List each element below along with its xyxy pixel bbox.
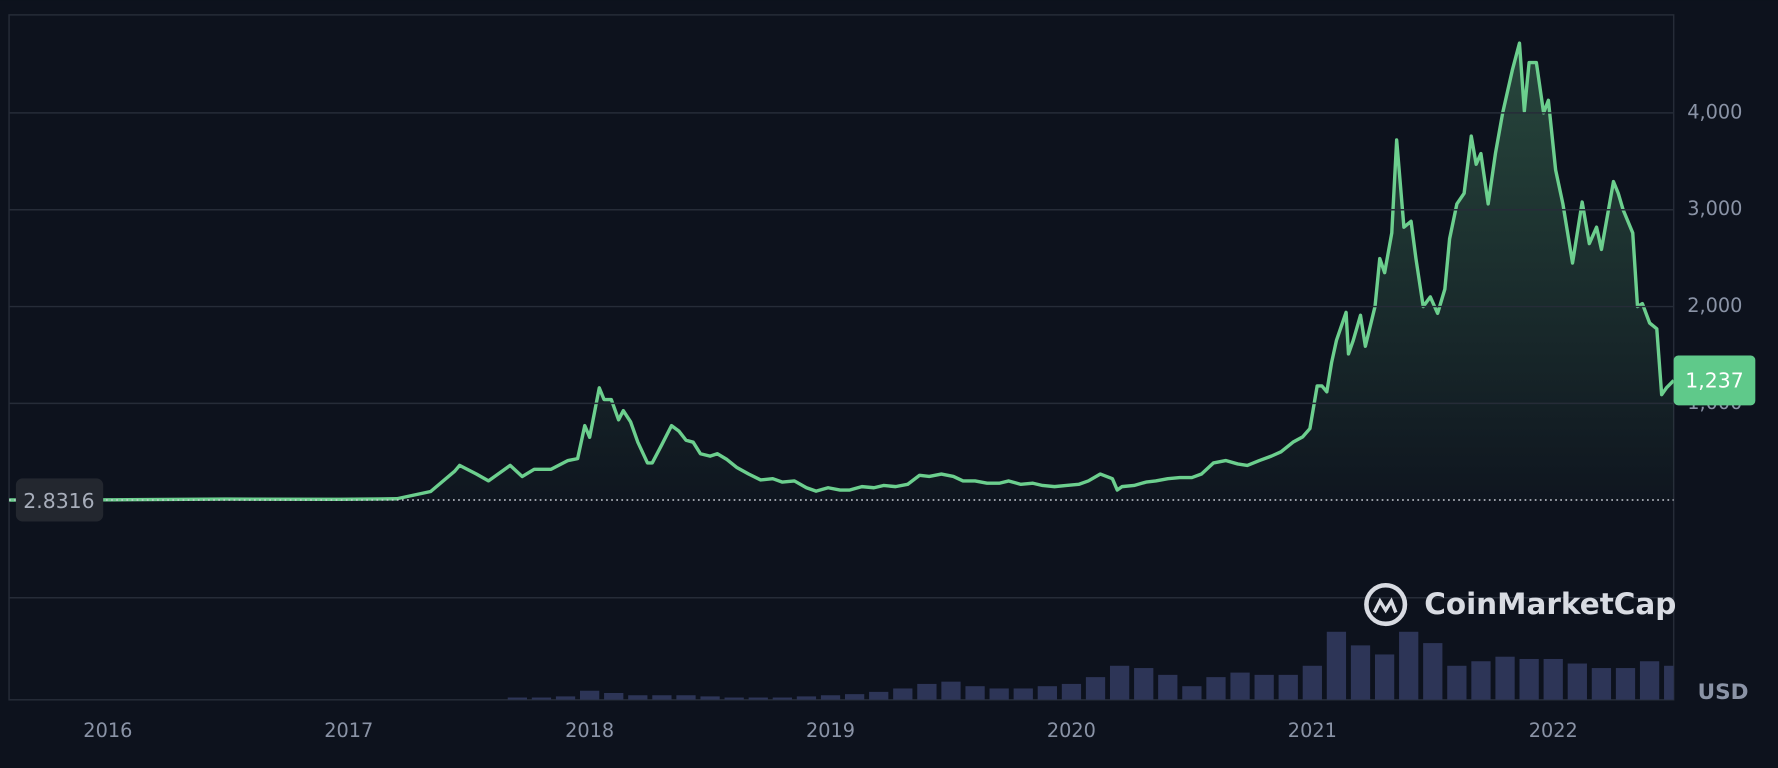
volume-bar bbox=[1374, 654, 1395, 700]
price-line bbox=[9, 41, 1674, 502]
y-tick-label: 3,000 bbox=[1687, 197, 1742, 220]
x-tick-label: 2022 bbox=[1529, 719, 1578, 742]
volume-bar bbox=[820, 695, 841, 700]
volume-bar bbox=[1109, 665, 1130, 700]
volume-bar bbox=[1085, 677, 1106, 700]
volume-bar bbox=[941, 681, 961, 700]
start-price-badge bbox=[15, 478, 104, 522]
volume-bar bbox=[1302, 665, 1322, 700]
volume-bar bbox=[604, 692, 624, 700]
volume-bar bbox=[772, 697, 792, 700]
price-layer bbox=[9, 41, 1674, 502]
volume-bar bbox=[1543, 658, 1563, 700]
volume-bar bbox=[869, 691, 889, 700]
volume-bar bbox=[796, 696, 817, 700]
volume-bar bbox=[531, 697, 552, 700]
volume-bar bbox=[1639, 661, 1660, 700]
volume-bar bbox=[724, 697, 744, 700]
y-tick-label: 4,000 bbox=[1687, 100, 1742, 123]
overlay: 1,0002,0003,0004,00020162017201820192020… bbox=[9, 100, 1756, 742]
volume-bar bbox=[555, 696, 576, 700]
volume-bar bbox=[1447, 665, 1467, 700]
volume-bar bbox=[628, 695, 648, 700]
price-area bbox=[9, 43, 1674, 501]
volume-bar bbox=[1519, 658, 1539, 700]
y-tick-label: 2,000 bbox=[1687, 294, 1742, 317]
watermark-text: CoinMarketCap bbox=[1424, 587, 1676, 621]
volume-bar bbox=[1615, 668, 1636, 700]
volume-bar bbox=[1182, 686, 1202, 700]
volume-bar bbox=[1254, 674, 1274, 700]
logo-mark bbox=[1372, 597, 1398, 614]
volume-bar bbox=[1326, 631, 1347, 700]
volume-bar bbox=[652, 695, 672, 700]
x-tick-label: 2017 bbox=[324, 719, 373, 742]
watermark: CoinMarketCap bbox=[1364, 583, 1676, 627]
volume-bar bbox=[1134, 668, 1154, 700]
volume-bar bbox=[700, 696, 720, 700]
volume-bar bbox=[1664, 665, 1674, 700]
plot-frame bbox=[8, 14, 1675, 701]
volume-bar bbox=[965, 686, 985, 700]
volume-bar bbox=[1471, 661, 1491, 700]
volume-bar bbox=[1399, 631, 1419, 700]
volume-bar bbox=[1061, 683, 1082, 700]
current-price-badge bbox=[1673, 355, 1756, 406]
x-tick-label: 2021 bbox=[1288, 719, 1337, 742]
volume-bar bbox=[989, 688, 1009, 700]
volume-bar bbox=[893, 688, 913, 700]
volume-bar bbox=[1013, 688, 1033, 700]
x-tick-label: 2019 bbox=[806, 719, 855, 742]
volume-bar bbox=[1278, 674, 1298, 700]
volume-bar bbox=[1350, 645, 1371, 700]
volume-bar bbox=[580, 690, 600, 700]
volume-bars bbox=[507, 631, 1674, 700]
volume-bar bbox=[748, 697, 768, 700]
x-tick-label: 2016 bbox=[83, 719, 132, 742]
volume-bar bbox=[1591, 668, 1612, 700]
volume-bar bbox=[1206, 677, 1226, 700]
current-price-label: 1,237 bbox=[1685, 369, 1743, 393]
volume-bar bbox=[1158, 674, 1178, 700]
start-price-label: 2.8316 bbox=[23, 489, 94, 513]
x-tick-label: 2020 bbox=[1047, 719, 1096, 742]
volume-bar bbox=[844, 694, 865, 700]
volume-bar bbox=[1495, 656, 1515, 700]
volume-bar bbox=[917, 683, 937, 700]
x-tick-label: 2018 bbox=[565, 719, 614, 742]
volume-bar bbox=[1423, 643, 1443, 700]
volume-bar bbox=[1567, 663, 1587, 700]
volume-bar bbox=[676, 695, 696, 700]
volume-bar bbox=[507, 697, 528, 700]
logo-ring bbox=[1364, 583, 1408, 627]
volume-bar bbox=[1037, 686, 1057, 700]
volume-bar bbox=[1230, 672, 1250, 700]
currency-unit: USD bbox=[1698, 680, 1749, 705]
